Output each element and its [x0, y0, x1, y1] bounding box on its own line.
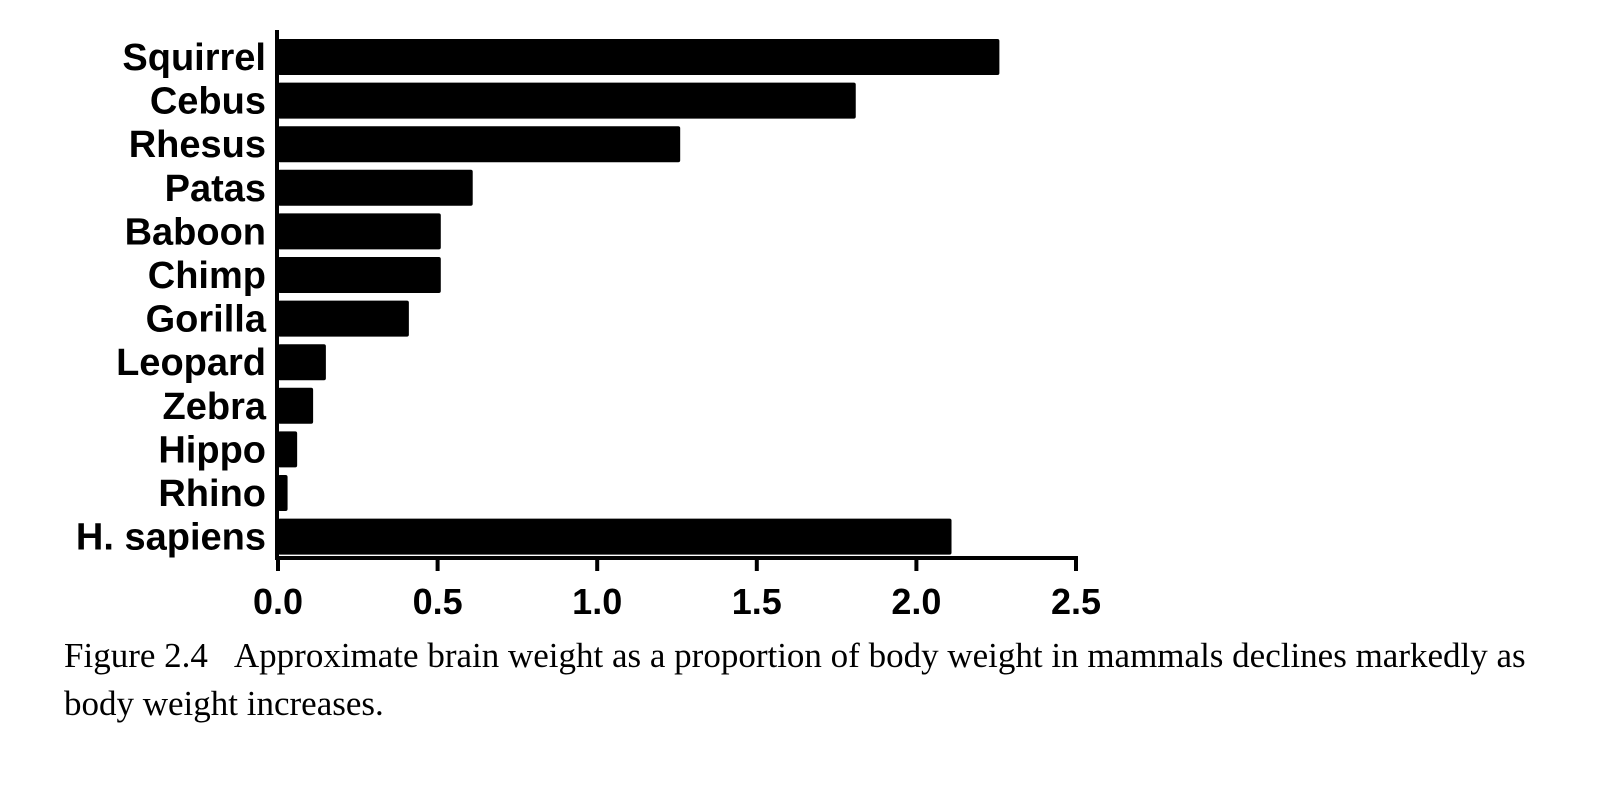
category-label: H. sapiens	[76, 517, 266, 559]
x-tick-label: 1.0	[572, 581, 622, 622]
bar	[278, 39, 1000, 75]
x-tick-label: 2.0	[891, 581, 941, 622]
figure-caption: Figure 2.4 Approximate brain weight as a …	[64, 632, 1584, 728]
bar	[278, 213, 441, 250]
bar	[278, 257, 441, 293]
bar	[278, 300, 409, 337]
category-label: Zebra	[163, 386, 267, 428]
category-label: Cebus	[150, 81, 266, 123]
category-label: Squirrel	[122, 37, 266, 79]
category-label: Gorilla	[146, 299, 267, 341]
category-label: Rhino	[158, 473, 266, 515]
category-label: Leopard	[116, 342, 266, 384]
category-label: Baboon	[125, 211, 266, 253]
bar	[278, 126, 681, 163]
category-label: Hippo	[158, 429, 266, 471]
bar-chart: SquirrelCebusRhesusPatasBaboonChimpGoril…	[76, 30, 1101, 622]
x-tick-label: 0.5	[413, 581, 463, 622]
caption-text: Approximate brain weight as a proportion…	[64, 636, 1526, 723]
x-tick-label: 0.0	[253, 581, 303, 622]
figure-number: Figure 2.4	[64, 636, 208, 675]
x-tick-label: 1.5	[732, 581, 782, 622]
chart: Squirrel Cebus Rhesus Patas Baboon Chimp Goril…	[76, 30, 1101, 622]
bar	[278, 518, 952, 555]
bar	[278, 475, 288, 511]
category-label: Patas	[165, 168, 266, 210]
bar	[278, 431, 298, 468]
bar	[278, 169, 473, 206]
category-label: Chimp	[148, 255, 266, 297]
bar	[278, 387, 314, 424]
bar	[278, 344, 326, 381]
x-tick-label: 2.5	[1051, 581, 1101, 622]
bar	[278, 82, 856, 119]
category-label: Rhesus	[129, 124, 266, 166]
